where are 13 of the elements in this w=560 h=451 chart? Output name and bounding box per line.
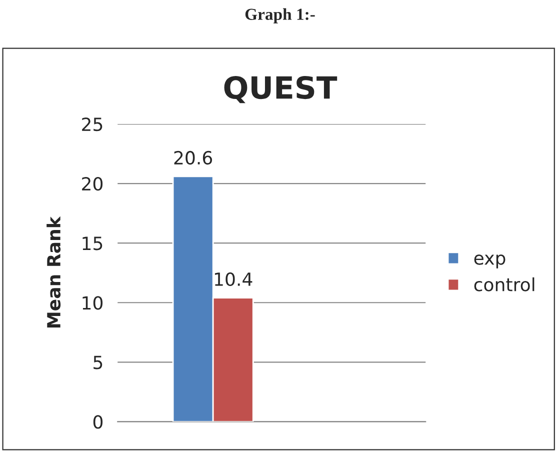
y-tick-label: 5 [94, 356, 102, 370]
data-label: 10.4 [214, 272, 252, 286]
legend-label: exp [474, 254, 506, 268]
y-tick-label: 15 [82, 236, 102, 250]
y-tick-label: 20 [82, 177, 103, 191]
y-axis-title: Mean Rank [46, 216, 61, 328]
y-tick-label: 10 [82, 296, 103, 310]
legend-label: control [474, 277, 534, 292]
y-tick-label: 25 [82, 117, 102, 132]
caption: Graph 1:- [245, 8, 315, 24]
chart-title: QUEST [224, 76, 338, 104]
data-label: 20.6 [174, 150, 212, 165]
y-tick-label: 0 [93, 415, 103, 429]
